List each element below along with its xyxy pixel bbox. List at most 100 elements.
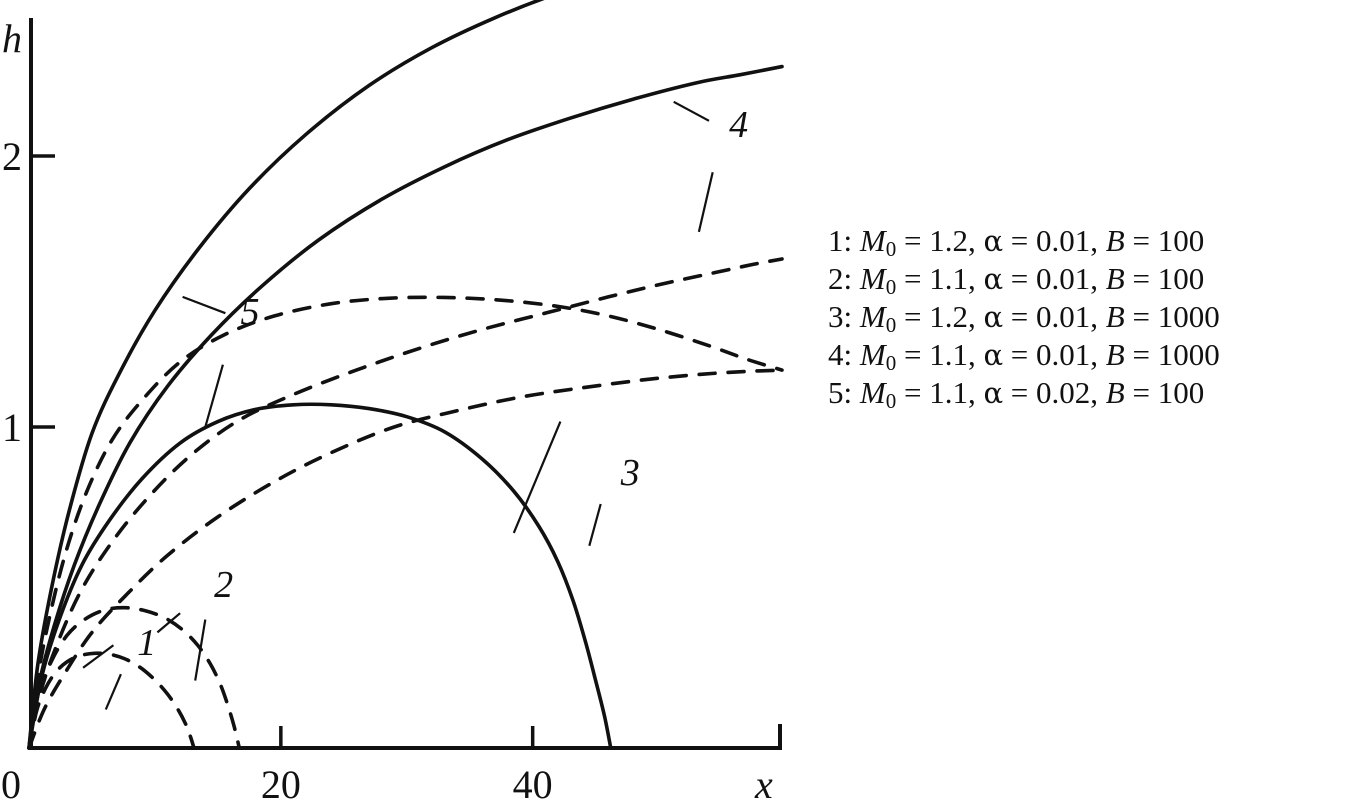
x-axis-label: x (754, 762, 773, 807)
leader-line-4 (697, 172, 714, 233)
legend-item: 3: M0 = 1.2, α = 0.01, B = 1000 (828, 298, 1348, 337)
curve-1 (27, 651, 196, 750)
legend-b-symbol: B (1105, 299, 1125, 334)
legend-m0-value: 1.2 (929, 299, 968, 334)
legend-alpha-symbol: α (983, 262, 1004, 296)
legend-equals-3: = (1132, 337, 1150, 372)
curve-4 (27, 64, 784, 750)
legend-equals-1: = (903, 223, 922, 258)
leader-line-5 (204, 364, 224, 428)
legend-b-symbol: B (1105, 223, 1125, 258)
curve-7 (27, 257, 784, 750)
legend-index: 1: (828, 223, 853, 258)
y-tick-label-2: 2 (2, 134, 22, 179)
legend-b-value: 1000 (1157, 299, 1220, 334)
axes-layer (29, 18, 782, 750)
x-tick-label-40: 40 (513, 762, 553, 807)
curve-5 (27, 0, 545, 750)
legend-alpha-value: 0.01 (1036, 299, 1091, 334)
legend-comma-2: , (1090, 375, 1099, 410)
tick-labels-layer: 0 20 40 1 2 (1, 134, 553, 807)
legend-alpha-value: 0.01 (1036, 337, 1091, 372)
leader-line-1 (82, 644, 115, 669)
legend-equals-1: = (903, 299, 922, 334)
curve-label-5: 5 (241, 291, 260, 333)
legend-index: 3: (828, 299, 853, 334)
legend-b-value: 100 (1157, 261, 1205, 296)
legend-comma-1: , (967, 375, 976, 410)
legend-equals-2: = (1010, 299, 1029, 334)
curve-8 (27, 368, 784, 750)
legend-alpha-symbol: α (983, 376, 1004, 410)
legend-m0-symbol: M (859, 299, 886, 334)
legend-b-value: 100 (1157, 223, 1205, 258)
legend-item: 2: M0 = 1.1, α = 0.01, B = 100 (828, 260, 1348, 299)
legend-comma-1: , (967, 337, 976, 372)
leader-line-2 (194, 619, 207, 681)
legend-m0-symbol: M (859, 375, 886, 410)
legend-index: 4: (828, 337, 853, 372)
legend-m0-subscript: 0 (885, 237, 897, 261)
legend-m0-subscript: 0 (885, 275, 897, 299)
curve-label-3: 3 (620, 452, 640, 494)
legend-equals-1: = (903, 261, 922, 296)
curve-label-1: 1 (137, 622, 156, 664)
legend-comma-2: , (1090, 337, 1099, 372)
legend-b-symbol: B (1105, 337, 1125, 372)
legend-equals-1: = (903, 337, 922, 372)
legend: 1: M0 = 1.2, α = 0.01, B = 100 2: M0 = 1… (828, 222, 1348, 413)
legend-comma-2: , (1090, 299, 1099, 334)
legend-m0-symbol: M (859, 223, 886, 258)
legend-m0-subscript: 0 (885, 313, 897, 337)
legend-b-symbol: B (1105, 375, 1125, 410)
curve-labels-layer: 1 2 3 4 5 (137, 104, 748, 664)
y-tick-label-1: 1 (2, 405, 22, 450)
legend-equals-1: = (903, 375, 922, 410)
legend-m0-value: 1.2 (929, 223, 968, 258)
leader-line-2 (156, 612, 181, 634)
legend-item: 5: M0 = 1.1, α = 0.02, B = 100 (828, 374, 1348, 413)
legend-item: 1: M0 = 1.2, α = 0.01, B = 100 (828, 222, 1348, 261)
legend-comma-1: , (967, 299, 976, 334)
legend-alpha-value: 0.01 (1036, 261, 1091, 296)
ticks-layer (31, 154, 535, 748)
legend-item: 4: M0 = 1.1, α = 0.01, B = 1000 (828, 336, 1348, 375)
legend-b-symbol: B (1105, 261, 1125, 296)
legend-comma-1: , (967, 261, 976, 296)
legend-equals-3: = (1132, 299, 1150, 334)
legend-alpha-symbol: α (983, 300, 1004, 334)
legend-m0-subscript: 0 (885, 351, 897, 375)
leader-line-1 (104, 673, 122, 710)
legend-equals-2: = (1010, 375, 1029, 410)
leader-line-5 (182, 295, 226, 315)
legend-equals-2: = (1010, 337, 1029, 372)
curve-label-2: 2 (214, 564, 233, 606)
legend-comma-1: , (967, 223, 976, 258)
legend-index: 2: (828, 261, 853, 296)
legend-m0-symbol: M (859, 261, 886, 296)
curve-label-4: 4 (729, 104, 748, 146)
x-tick-label-0: 0 (1, 762, 21, 807)
leader-line-4 (673, 100, 710, 122)
legend-m0-value: 1.1 (929, 375, 968, 410)
legend-alpha-symbol: α (983, 224, 1004, 258)
curves-layer (27, 0, 784, 750)
legend-equals-3: = (1132, 223, 1150, 258)
legend-b-value: 100 (1157, 375, 1205, 410)
legend-index: 5: (828, 375, 853, 410)
legend-comma-2: , (1090, 261, 1099, 296)
curve-6 (27, 295, 784, 750)
legend-m0-subscript: 0 (885, 389, 897, 413)
legend-equals-2: = (1010, 261, 1029, 296)
leader-line-3 (588, 503, 602, 547)
legend-comma-2: , (1090, 223, 1099, 258)
curve-leader-lines (82, 100, 714, 710)
leader-line-3 (512, 421, 562, 534)
legend-m0-symbol: M (859, 337, 886, 372)
x-tick-label-20: 20 (261, 762, 301, 807)
curve-2 (27, 605, 242, 750)
legend-alpha-value: 0.01 (1036, 223, 1091, 258)
legend-equals-3: = (1132, 375, 1150, 410)
legend-equals-2: = (1010, 223, 1029, 258)
